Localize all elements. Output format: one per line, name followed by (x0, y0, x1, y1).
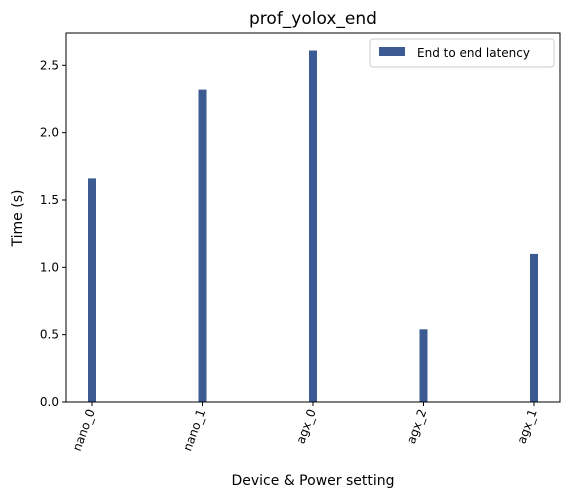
y-axis-label: Time (s) (10, 190, 26, 248)
bars-layer (88, 50, 538, 402)
x-tick-label: nano_1 (180, 407, 208, 453)
legend-label: End to end latency (417, 46, 530, 60)
y-tick-label: 1.0 (40, 260, 59, 274)
legend-swatch (379, 47, 405, 56)
bar-agx_2 (419, 329, 428, 402)
x-tick-label: agx_1 (514, 407, 539, 445)
x-tick-label: agx_0 (293, 407, 318, 445)
chart-title: prof_yolox_end (249, 9, 377, 29)
x-tick-label: agx_2 (404, 407, 429, 445)
plot-frame (65, 32, 561, 403)
x-axis-ticks: nano_0 nano_1 agx_0 agx_2 agx_1 (70, 402, 540, 453)
legend: End to end latency (369, 38, 555, 68)
y-tick-label: 2.0 (40, 126, 59, 140)
legend-box (369, 38, 555, 68)
bar-agx_1 (530, 253, 538, 402)
y-tick-label: 2.5 (40, 58, 59, 72)
bar-nano_1 (198, 89, 207, 402)
bar-agx_0 (309, 50, 317, 402)
bar-nano_0 (88, 178, 96, 402)
y-axis-ticks: 0.0 0.5 1.0 1.5 2.0 2.5 (40, 58, 66, 409)
y-tick-label: 1.5 (40, 193, 59, 207)
y-tick-label: 0.0 (40, 395, 59, 409)
x-tick-label: nano_0 (70, 407, 98, 453)
y-tick-label: 0.5 (40, 328, 59, 342)
x-axis-label: Device & Power setting (231, 473, 394, 489)
